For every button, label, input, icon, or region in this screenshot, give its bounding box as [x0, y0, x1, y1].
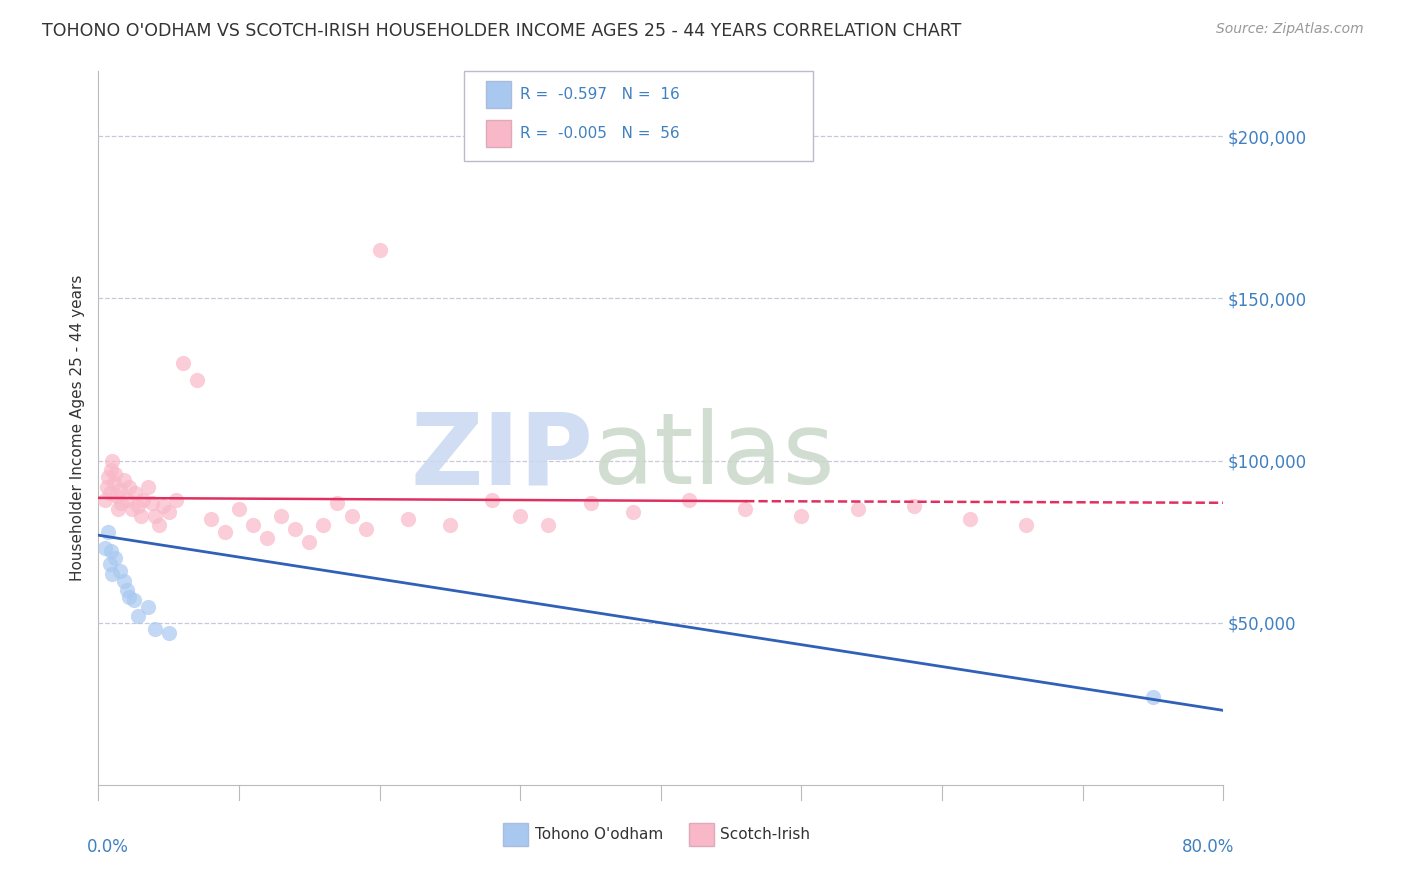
Point — [132, 492, 155, 507]
Point — [115, 583, 138, 598]
Text: R =  -0.597   N =  16: R = -0.597 N = 16 — [520, 87, 681, 102]
Point — [172, 356, 194, 370]
Point — [200, 512, 222, 526]
Point — [143, 508, 166, 523]
Point — [100, 463, 122, 477]
Point — [97, 524, 120, 539]
Point — [122, 593, 145, 607]
Point — [312, 518, 335, 533]
Point — [284, 522, 307, 536]
Point — [228, 502, 250, 516]
Point — [481, 492, 503, 507]
Point — [118, 590, 141, 604]
Bar — [486, 120, 512, 147]
Point — [1142, 690, 1164, 705]
Point — [298, 534, 321, 549]
Text: Scotch-Irish: Scotch-Irish — [720, 827, 810, 842]
Point — [509, 508, 531, 523]
Point — [354, 522, 377, 536]
Point — [112, 574, 135, 588]
Point — [101, 567, 124, 582]
Point — [108, 483, 131, 497]
Point — [157, 506, 180, 520]
Y-axis label: Householder Income Ages 25 - 44 years: Householder Income Ages 25 - 44 years — [69, 275, 84, 582]
Point — [105, 489, 128, 503]
Point — [270, 508, 292, 523]
Text: Tohono O'odham: Tohono O'odham — [534, 827, 664, 842]
Point — [115, 492, 138, 507]
Text: 0.0%: 0.0% — [87, 838, 129, 856]
Bar — [503, 822, 529, 846]
Point — [104, 467, 127, 481]
Point — [112, 473, 135, 487]
Point — [846, 502, 869, 516]
Point — [104, 550, 127, 565]
Point — [152, 499, 174, 513]
Point — [127, 609, 149, 624]
Point — [242, 518, 264, 533]
Point — [136, 479, 159, 493]
Point — [148, 518, 170, 533]
Point — [136, 599, 159, 614]
Point — [108, 564, 131, 578]
Point — [790, 508, 813, 523]
Point — [96, 479, 118, 493]
Point — [98, 486, 121, 500]
FancyBboxPatch shape — [464, 71, 813, 161]
Bar — [689, 822, 714, 846]
Point — [959, 512, 981, 526]
Point — [186, 372, 208, 386]
Point — [621, 506, 644, 520]
Point — [439, 518, 461, 533]
Point — [107, 502, 129, 516]
Point — [396, 512, 419, 526]
Point — [98, 558, 121, 572]
Text: atlas: atlas — [593, 409, 835, 505]
Point — [118, 479, 141, 493]
Text: ZIP: ZIP — [411, 409, 593, 505]
Point — [537, 518, 560, 533]
Point — [143, 622, 166, 636]
Point — [368, 243, 391, 257]
Point — [94, 492, 117, 507]
Point — [340, 508, 363, 523]
Point — [1015, 518, 1038, 533]
Point — [678, 492, 700, 507]
Point — [214, 524, 236, 539]
Point — [121, 502, 143, 516]
Text: TOHONO O'ODHAM VS SCOTCH-IRISH HOUSEHOLDER INCOME AGES 25 - 44 YEARS CORRELATION: TOHONO O'ODHAM VS SCOTCH-IRISH HOUSEHOLD… — [42, 22, 962, 40]
Text: R =  -0.005   N =  56: R = -0.005 N = 56 — [520, 126, 681, 141]
Point — [141, 496, 163, 510]
Point — [734, 502, 756, 516]
Point — [101, 453, 124, 467]
Point — [157, 625, 180, 640]
Point — [94, 541, 117, 556]
Text: 80.0%: 80.0% — [1182, 838, 1234, 856]
Point — [127, 499, 149, 513]
Point — [165, 492, 187, 507]
Point — [124, 486, 146, 500]
Point — [97, 470, 120, 484]
Point — [110, 496, 132, 510]
Point — [103, 476, 125, 491]
Point — [903, 499, 925, 513]
Text: Source: ZipAtlas.com: Source: ZipAtlas.com — [1216, 22, 1364, 37]
Point — [326, 496, 349, 510]
Point — [256, 532, 278, 546]
Bar — [486, 80, 512, 108]
Point — [129, 508, 152, 523]
Point — [579, 496, 602, 510]
Point — [100, 544, 122, 558]
